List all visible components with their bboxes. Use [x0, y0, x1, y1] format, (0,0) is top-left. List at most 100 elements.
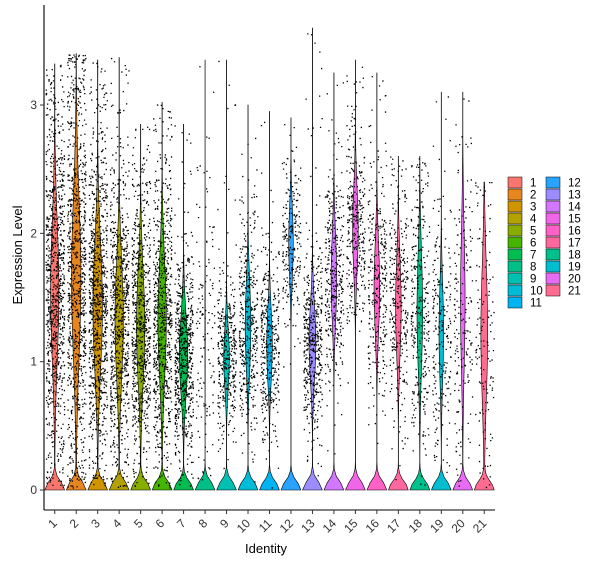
legend-item-8: 8 — [507, 260, 536, 274]
legend-label: 12 — [568, 178, 581, 190]
legend-item-3: 3 — [507, 200, 536, 214]
legend-label: 1 — [530, 178, 536, 190]
legend-label: 17 — [568, 238, 581, 250]
jitter-points-6 — [152, 104, 173, 489]
legend-label: 16 — [568, 226, 581, 238]
jitter-points-12 — [281, 124, 302, 368]
violin-3 — [87, 59, 109, 491]
legend-swatch — [545, 176, 561, 189]
x-axis-title: Identity — [245, 541, 287, 556]
jitter-points-13 — [303, 33, 323, 477]
jitter-points-1 — [45, 64, 66, 488]
legend-swatch — [545, 188, 561, 201]
violin-20 — [452, 91, 474, 491]
violin-18 — [409, 156, 431, 491]
legend-item-18: 18 — [545, 248, 581, 262]
x-tick-label: 8 — [196, 516, 211, 531]
jitter-points-9 — [217, 60, 238, 470]
legend-swatch — [507, 248, 523, 261]
legend-item-7: 7 — [507, 248, 536, 262]
legend-item-20: 20 — [545, 272, 581, 286]
legend-label: 15 — [568, 214, 581, 226]
x-tick-label: 12 — [277, 516, 297, 536]
violin-21 — [473, 181, 495, 491]
legend-item-5: 5 — [507, 224, 536, 238]
legend-swatch — [507, 224, 523, 237]
legend-label: 9 — [530, 274, 536, 286]
jitter-points-19 — [432, 96, 452, 474]
x-tick-label: 7 — [174, 516, 189, 531]
legend-item-21: 21 — [545, 284, 581, 298]
legend-swatch — [545, 224, 561, 237]
x-tick-label: 16 — [363, 516, 383, 536]
violin-12 — [280, 117, 302, 491]
legend-item-11: 11 — [507, 296, 542, 310]
legend-label: 21 — [568, 286, 581, 298]
legend-item-2: 2 — [507, 188, 536, 202]
legend-swatch — [507, 176, 523, 189]
legend-label: 20 — [568, 274, 581, 286]
x-tick-label: 15 — [341, 516, 361, 536]
legend-item-16: 16 — [545, 224, 581, 238]
violin-4 — [108, 57, 130, 491]
legend-swatch — [545, 284, 561, 297]
legend-label: 5 — [530, 226, 536, 238]
violin-13 — [302, 27, 323, 491]
jitter-points-11 — [260, 121, 280, 489]
x-tick-label: 10 — [234, 516, 254, 536]
violin-9 — [216, 59, 237, 491]
legend-item-15: 15 — [545, 212, 581, 226]
jitter-points-layer — [45, 33, 495, 489]
legend-swatch — [507, 236, 523, 249]
legend-swatch — [545, 236, 561, 249]
legend-label: 6 — [530, 238, 536, 250]
violin-19 — [430, 91, 452, 491]
violin-16 — [366, 72, 388, 491]
violin-1 — [44, 63, 66, 491]
legend-swatch — [507, 260, 523, 273]
legend-swatch — [545, 272, 561, 285]
legend-item-1: 1 — [507, 176, 536, 190]
legend-label: 13 — [568, 190, 581, 202]
legend-item-19: 19 — [545, 260, 581, 274]
legend-item-9: 9 — [507, 272, 536, 286]
legend-swatch — [507, 188, 523, 201]
legend-label: 8 — [530, 262, 536, 274]
jitter-points-3 — [88, 62, 109, 487]
legend-label: 10 — [530, 286, 543, 298]
y-tick-label: 3 — [30, 98, 37, 112]
legend-swatch — [507, 212, 523, 225]
legend-label: 7 — [530, 250, 536, 262]
jitter-points-8 — [195, 66, 216, 481]
x-tick-label: 4 — [110, 516, 125, 531]
x-tick-label: 6 — [153, 516, 168, 531]
legend-item-12: 12 — [545, 176, 581, 190]
legend-label: 3 — [530, 202, 536, 214]
jitter-points-17 — [389, 156, 409, 481]
x-tick-label: 19 — [427, 516, 447, 536]
x-tick-label: 18 — [406, 516, 426, 536]
legend-swatch — [507, 284, 523, 297]
violin-11 — [259, 111, 280, 491]
legend-swatch — [507, 200, 523, 213]
violin-layer — [44, 27, 495, 491]
x-tick-label: 1 — [45, 516, 60, 531]
x-tick-label: 17 — [384, 516, 404, 536]
legend-item-17: 17 — [545, 236, 581, 250]
x-tick-label: 11 — [256, 516, 275, 535]
legend-item-4: 4 — [507, 212, 537, 226]
legend-swatch — [545, 260, 561, 273]
violin-17 — [388, 156, 409, 491]
jitter-points-4 — [109, 57, 130, 489]
legend-label: 19 — [568, 262, 581, 274]
x-tick-label: 9 — [217, 516, 232, 531]
x-tick-label: 3 — [88, 516, 103, 531]
legend-label: 4 — [530, 214, 537, 226]
y-tick-label: 1 — [30, 355, 37, 369]
legend-swatch — [545, 200, 561, 213]
legend-swatch — [507, 272, 523, 285]
y-tick-label: 2 — [30, 226, 37, 240]
x-tick-label: 20 — [449, 516, 469, 536]
legend-swatch — [545, 248, 561, 261]
legend-swatch — [545, 212, 561, 225]
